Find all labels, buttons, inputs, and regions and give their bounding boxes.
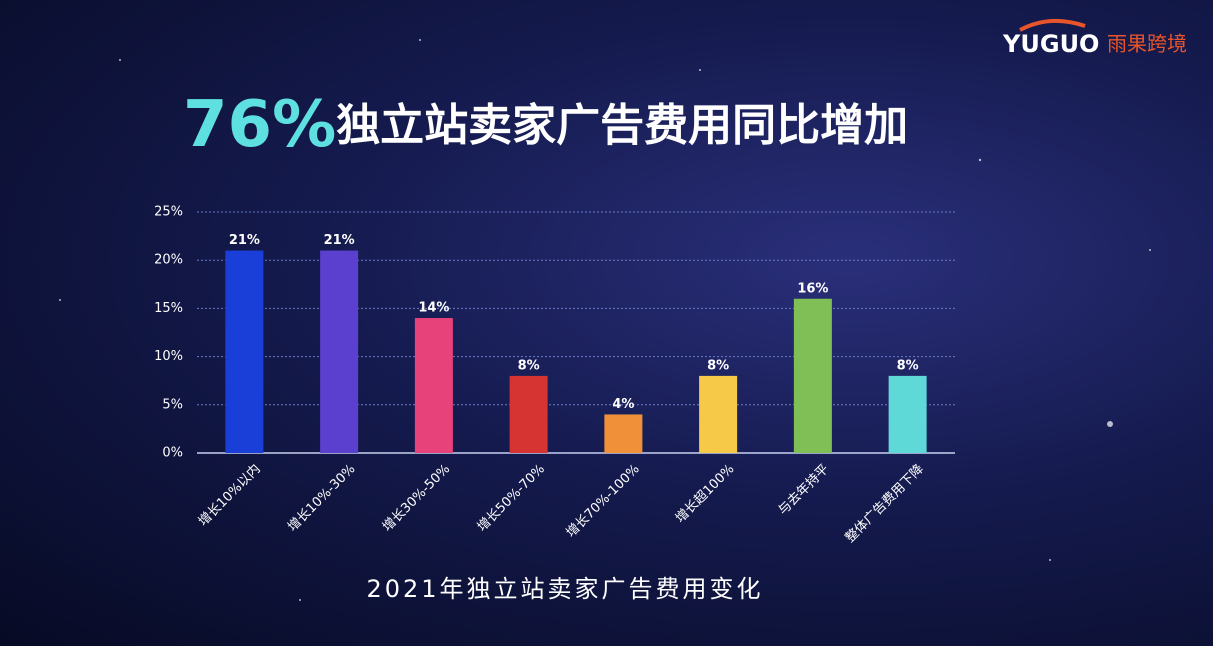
y-tick-label: 0% — [162, 446, 183, 461]
chart-title: 76%独立站卖家广告费用同比增加 — [183, 88, 908, 162]
brand-name-cn: 雨果跨境 — [1107, 32, 1187, 56]
bar — [793, 298, 832, 453]
bar — [509, 375, 548, 453]
x-tick-label: 增长10%-30% — [285, 462, 358, 535]
x-tick-label: 增长50%-70% — [475, 462, 548, 535]
bar — [699, 375, 738, 453]
title-text: 独立站卖家广告费用同比增加 — [336, 100, 908, 151]
logo-arc — [1019, 18, 1086, 32]
y-tick-label: 15% — [154, 301, 183, 316]
x-tick-label: 增长30%-50% — [380, 462, 453, 535]
bar — [888, 375, 927, 453]
bar — [414, 318, 453, 453]
value-label: 8% — [707, 358, 729, 373]
x-tick-label: 与去年持平 — [776, 462, 833, 519]
y-tick-label: 25% — [154, 205, 183, 220]
value-label: 8% — [897, 358, 919, 373]
value-label: 8% — [518, 358, 540, 373]
bar — [225, 250, 264, 453]
bar — [604, 414, 643, 453]
x-tick-label: 增长超100% — [673, 462, 737, 526]
chart-subtitle: 2021年独立站卖家广告费用变化 — [366, 575, 763, 603]
brand-name: YUGUO — [1002, 30, 1099, 58]
y-tick-label: 5% — [162, 397, 183, 412]
x-tick-label: 增长10%以内 — [195, 461, 264, 530]
value-label: 16% — [797, 281, 828, 296]
bar — [320, 250, 359, 453]
value-label: 14% — [418, 301, 449, 316]
stars — [59, 39, 1151, 601]
x-tick-label: 增长70%-100% — [564, 462, 643, 541]
x-tick-label: 整体广告费用下降 — [843, 462, 927, 546]
y-tick-label: 20% — [154, 253, 183, 268]
y-tick-label: 10% — [154, 349, 183, 364]
value-label: 21% — [229, 233, 260, 248]
title-highlight: 76% — [183, 88, 336, 162]
value-label: 21% — [324, 233, 355, 248]
value-label: 4% — [612, 397, 634, 412]
